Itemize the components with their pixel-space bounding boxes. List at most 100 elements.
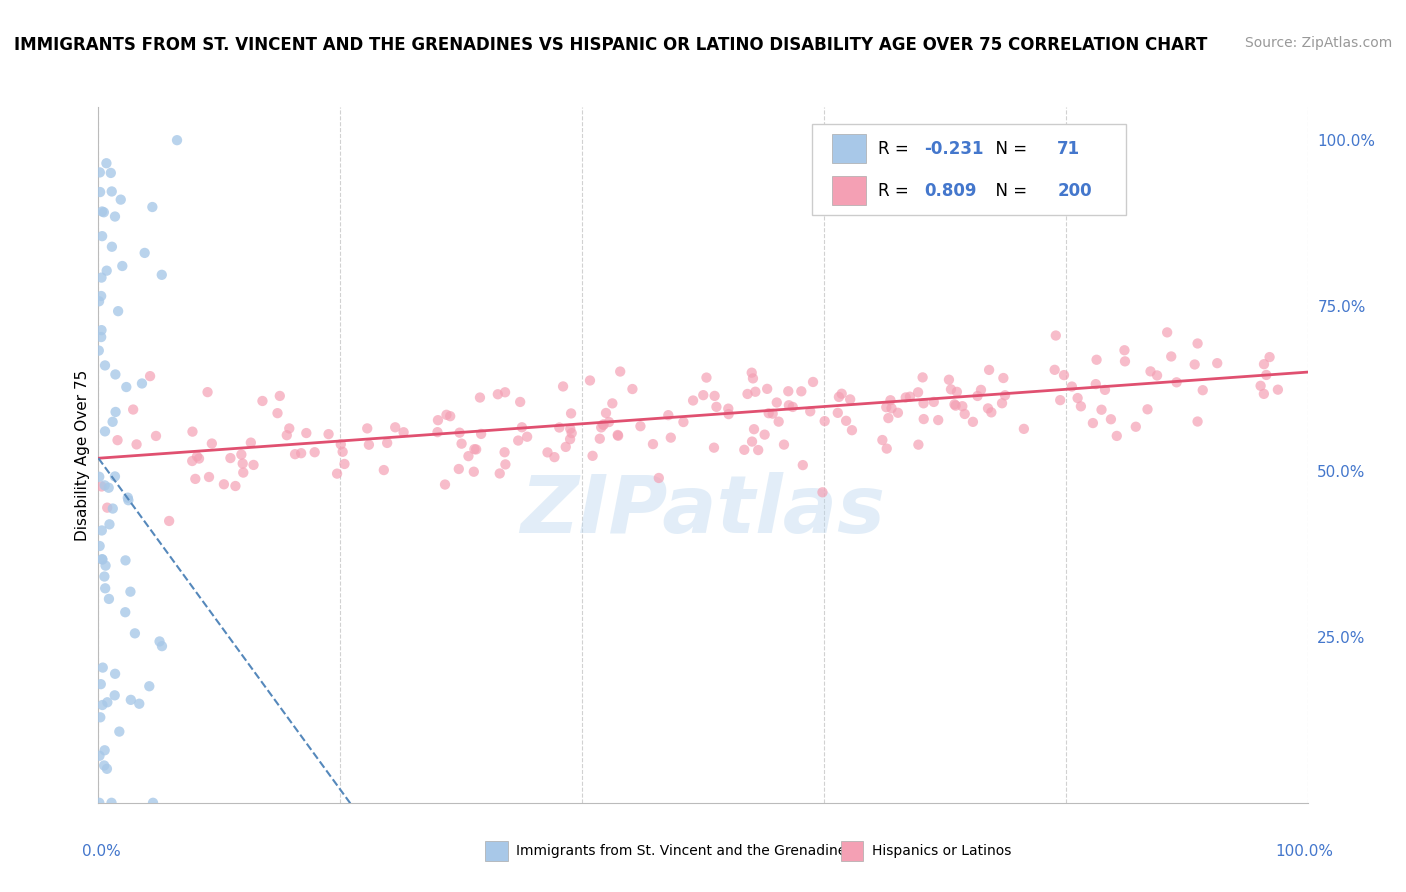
Point xyxy=(880,401,903,416)
Point xyxy=(1125,419,1147,434)
Point xyxy=(831,386,853,401)
Point xyxy=(266,406,288,420)
Point xyxy=(101,501,124,516)
Point xyxy=(756,382,779,396)
Point xyxy=(741,366,763,380)
Point xyxy=(488,467,510,481)
Point xyxy=(742,371,765,385)
Point xyxy=(977,363,1000,377)
Point xyxy=(128,697,150,711)
Point xyxy=(463,442,485,457)
Point xyxy=(1084,377,1107,392)
Point xyxy=(104,405,127,419)
FancyBboxPatch shape xyxy=(832,176,866,205)
Point xyxy=(94,558,117,573)
Point xyxy=(468,391,491,405)
Point xyxy=(1105,429,1128,443)
Point xyxy=(1094,383,1116,397)
Point xyxy=(1206,356,1229,370)
Point xyxy=(672,415,695,429)
Point xyxy=(184,472,207,486)
Point xyxy=(927,413,949,427)
Point xyxy=(148,634,170,648)
Point xyxy=(953,407,976,421)
Point xyxy=(93,478,115,492)
Point xyxy=(104,368,127,382)
Point xyxy=(426,413,449,427)
Point xyxy=(110,193,132,207)
Point xyxy=(486,387,509,401)
Text: 200: 200 xyxy=(1057,182,1092,200)
Point xyxy=(602,396,624,410)
Point xyxy=(911,370,934,384)
Point xyxy=(630,419,652,434)
Point xyxy=(87,343,110,358)
Point xyxy=(278,421,301,435)
Point xyxy=(90,330,112,344)
Point xyxy=(439,409,461,424)
Point xyxy=(98,517,121,532)
Point xyxy=(811,485,834,500)
Point xyxy=(648,471,671,485)
Point xyxy=(122,402,145,417)
Point xyxy=(436,408,458,422)
Point xyxy=(104,469,127,483)
Point xyxy=(768,415,790,429)
Point xyxy=(907,438,929,452)
Point xyxy=(1267,383,1289,397)
Point xyxy=(560,422,582,436)
Point xyxy=(104,666,127,681)
Point xyxy=(898,390,921,404)
Point xyxy=(877,411,900,425)
Text: N =: N = xyxy=(984,182,1032,200)
Point xyxy=(592,417,614,432)
Point xyxy=(449,425,471,440)
Point xyxy=(977,401,1000,416)
Point xyxy=(111,259,134,273)
Point xyxy=(93,205,115,219)
Point xyxy=(197,385,219,400)
Text: R =: R = xyxy=(879,182,914,200)
Point xyxy=(1187,336,1209,351)
Point xyxy=(607,429,630,443)
Point xyxy=(1090,402,1112,417)
Point xyxy=(470,426,492,441)
Point xyxy=(91,698,114,712)
Point xyxy=(703,389,725,403)
Point xyxy=(94,582,117,596)
Point xyxy=(516,430,538,444)
Point xyxy=(91,552,114,566)
Point xyxy=(970,383,993,397)
Point xyxy=(131,376,153,391)
Point xyxy=(1081,416,1104,430)
Point xyxy=(91,204,114,219)
Point xyxy=(93,569,115,583)
Point xyxy=(117,493,139,508)
Point xyxy=(181,454,204,468)
Point xyxy=(508,434,530,448)
Point xyxy=(946,384,969,399)
Point xyxy=(329,437,352,451)
Point xyxy=(717,407,740,421)
Point xyxy=(125,437,148,451)
Point xyxy=(89,539,111,553)
Point xyxy=(1099,412,1122,426)
FancyBboxPatch shape xyxy=(811,124,1126,215)
Point xyxy=(141,200,163,214)
Point xyxy=(621,382,644,396)
Point xyxy=(201,436,224,450)
Point xyxy=(90,524,112,538)
Point xyxy=(692,388,714,402)
Point xyxy=(943,397,966,411)
Point xyxy=(93,743,115,757)
Point xyxy=(841,423,863,437)
Point xyxy=(993,371,1015,385)
Point xyxy=(758,406,780,420)
Point xyxy=(994,388,1017,402)
Point xyxy=(104,689,127,703)
Point xyxy=(494,458,516,472)
Point xyxy=(782,400,804,414)
Point xyxy=(737,387,759,401)
Point xyxy=(548,420,571,434)
Point xyxy=(717,401,740,416)
